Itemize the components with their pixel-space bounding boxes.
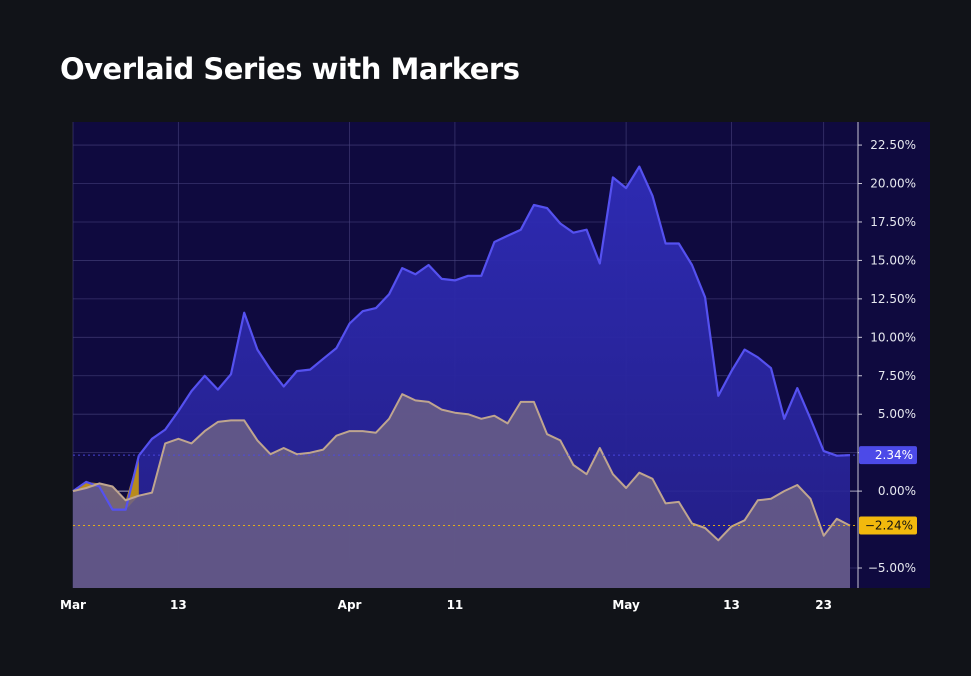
y-tick-label: 12.50% (870, 292, 916, 306)
x-tick-label: May (612, 598, 640, 612)
x-tick-label: 13 (723, 598, 740, 612)
series-b-last-badge (859, 516, 917, 535)
y-tick-label: 0.00% (878, 484, 916, 498)
series-a-last-badge (859, 446, 917, 465)
series-b-line (72, 393, 851, 542)
badge-layer: 2.34% −2.24% (73, 446, 917, 535)
series-b-area (73, 394, 850, 588)
y-tick-label: 20.00% (870, 177, 916, 191)
series-layer (72, 165, 851, 588)
x-tick-label: Mar (60, 598, 86, 612)
series-a-line (72, 165, 851, 511)
y-tick-label: 5.00% (878, 407, 916, 421)
y-tick-label: 10.00% (870, 330, 916, 344)
axis-layer: −5.00%0.00%2.50%5.00%7.50%10.00%12.50%15… (60, 122, 916, 612)
y-tick-label: 15.00% (870, 253, 916, 267)
y-tick-label: −5.00% (868, 561, 916, 575)
series-b-last-badge-label: −2.24% (865, 519, 913, 533)
x-tick-label: 13 (170, 598, 187, 612)
y-tick-label: 17.50% (870, 215, 916, 229)
x-tick-label: 23 (815, 598, 832, 612)
y-tick-label: 7.50% (878, 369, 916, 383)
series-a-last-badge-label: 2.34% (875, 448, 913, 462)
x-tick-label: 11 (447, 598, 464, 612)
x-tick-label: Apr (338, 598, 362, 612)
y-tick-label: 22.50% (870, 138, 916, 152)
chart-title: Overlaid Series with Markers (60, 52, 520, 86)
